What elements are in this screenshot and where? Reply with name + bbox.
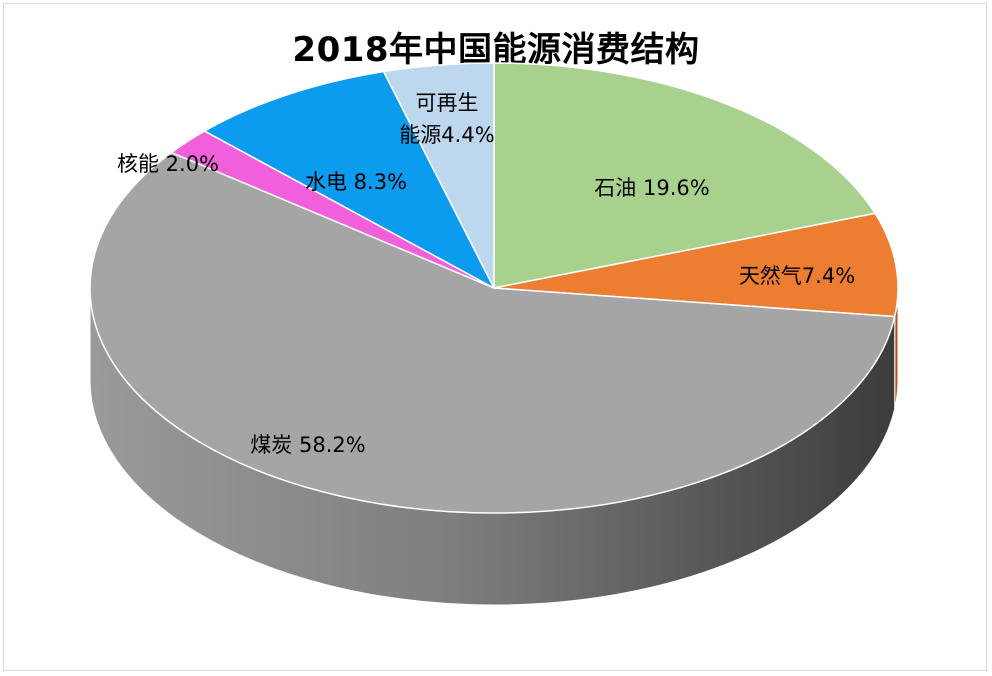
pie-slice-1 — [493, 212, 899, 318]
pie-slice-5 — [382, 62, 495, 289]
slice-label-4: 水电 8.3% — [305, 170, 407, 194]
slice-label-2: 煤炭 58.2% — [250, 433, 365, 457]
slice-label-5: 可再生能源4.4% — [399, 91, 494, 147]
slice-label-3: 核能 2.0% — [117, 152, 219, 176]
pie-slice-4 — [202, 70, 496, 290]
slice-label-0: 石油 19.6% — [594, 176, 709, 200]
slice-label-1: 天然气7.4% — [739, 264, 855, 288]
pie-slice-2 — [89, 151, 896, 514]
